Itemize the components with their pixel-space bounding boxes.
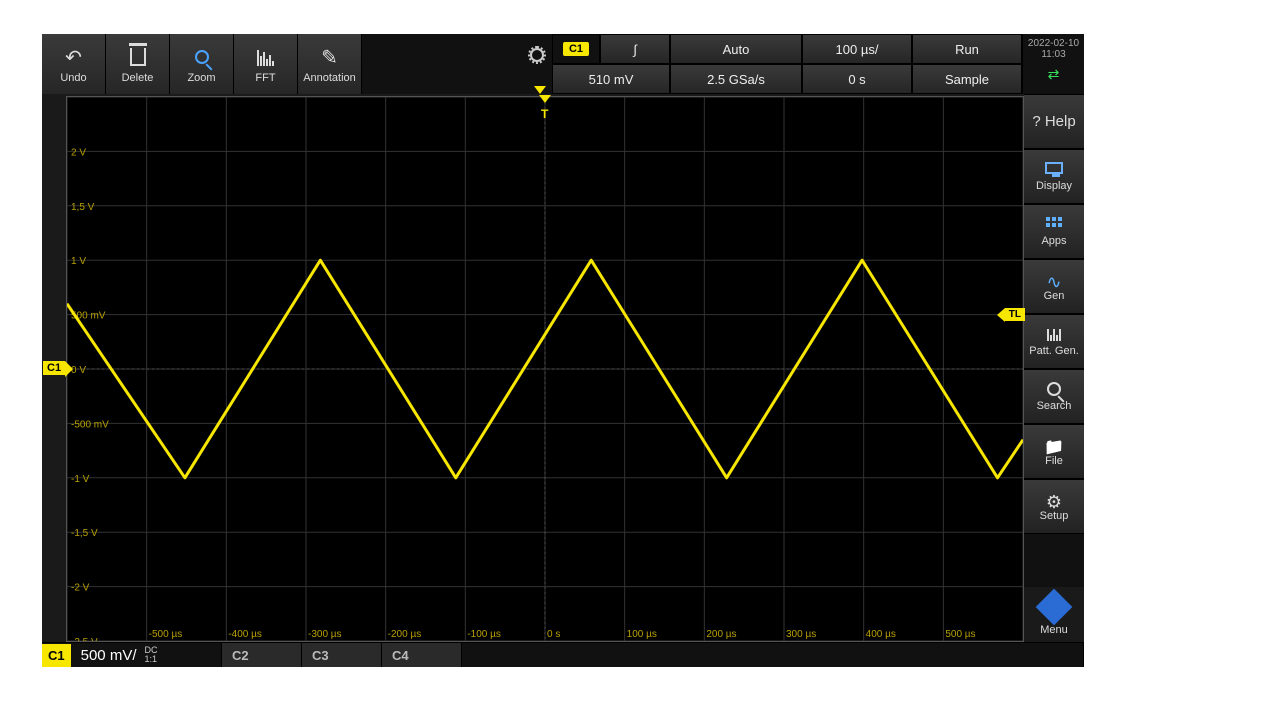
pattern-icon <box>1047 327 1061 345</box>
horizontal-position-readout[interactable]: 0 s <box>802 64 912 94</box>
acquisition-mode-readout[interactable]: Sample <box>912 64 1022 94</box>
setup-button[interactable]: Setup <box>1024 479 1084 534</box>
clock-time: 11:03 <box>1041 49 1065 60</box>
channel-bar: C1 500 mV/ DC1:1 C2 C3 C4 <box>42 642 1084 666</box>
magnifier-icon <box>195 44 209 70</box>
apps-button[interactable]: Apps <box>1024 204 1084 259</box>
top-toolbar: Undo Delete Zoom FFT Annotation C1 Au <box>42 34 1084 94</box>
trigger-edge-button[interactable] <box>600 34 670 64</box>
fft-icon <box>257 44 274 70</box>
svg-text:0 s: 0 s <box>547 629 560 640</box>
acquisition-readouts: C1 Auto 100 µs/ Run 510 mV 2.5 GSa/s 0 s… <box>552 34 1022 94</box>
channel3-tab[interactable]: C3 <box>302 643 382 667</box>
svg-text:400 µs: 400 µs <box>866 629 896 640</box>
delete-button[interactable]: Delete <box>106 34 170 94</box>
annotation-label: Annotation <box>303 72 356 84</box>
svg-text:-400 µs: -400 µs <box>228 629 262 640</box>
trash-icon <box>130 44 146 70</box>
sine-icon <box>1046 272 1061 290</box>
sample-rate-readout[interactable]: 2.5 GSa/s <box>670 64 802 94</box>
waveform-plot[interactable]: 2 V1,5 V1 V500 mV0 V-500 mV-1 V-1,5 V-2 … <box>66 96 1024 642</box>
monitor-icon <box>1045 162 1063 180</box>
trigger-level-readout[interactable]: 510 mV <box>552 64 670 94</box>
svg-text:0 V: 0 V <box>71 365 86 376</box>
svg-text:-2,5 V: -2,5 V <box>71 637 98 641</box>
fft-button[interactable]: FFT <box>234 34 298 94</box>
svg-text:-100 µs: -100 µs <box>467 629 501 640</box>
trigger-position-marker-top[interactable] <box>534 86 546 94</box>
svg-text:1 V: 1 V <box>71 256 86 267</box>
svg-text:500 µs: 500 µs <box>945 629 975 640</box>
annotation-button[interactable]: Annotation <box>298 34 362 94</box>
undo-icon <box>65 44 82 70</box>
trigger-mode-button[interactable]: Auto <box>670 34 802 64</box>
trigger-level-marker[interactable]: TL <box>1005 308 1025 321</box>
file-button[interactable]: File <box>1024 424 1084 479</box>
delete-label: Delete <box>122 72 154 84</box>
svg-text:-500 mV: -500 mV <box>71 419 109 430</box>
search-button[interactable]: Search <box>1024 369 1084 424</box>
folder-icon <box>1044 437 1064 455</box>
svg-text:-200 µs: -200 µs <box>388 629 422 640</box>
svg-text:1,5 V: 1,5 V <box>71 202 95 213</box>
svg-text:-500 µs: -500 µs <box>149 629 183 640</box>
run-state-button[interactable]: Run <box>912 34 1022 64</box>
help-button[interactable]: ? Help <box>1024 94 1084 149</box>
channel1-ground-marker[interactable]: C1 <box>43 361 65 375</box>
clock-date: 2022-02-10 <box>1028 38 1079 49</box>
oscilloscope-window: Undo Delete Zoom FFT Annotation C1 Au <box>42 34 1084 666</box>
timebase-button[interactable]: 100 µs/ <box>802 34 912 64</box>
undo-label: Undo <box>60 72 86 84</box>
menu-button[interactable]: Menu <box>1024 587 1084 642</box>
display-button[interactable]: Display <box>1024 149 1084 204</box>
undo-button[interactable]: Undo <box>42 34 106 94</box>
fft-label: FFT <box>255 72 275 84</box>
pencil-icon <box>321 44 338 70</box>
clock-panel: 2022-02-10 11:03 ⇄ <box>1022 34 1084 94</box>
svg-text:300 µs: 300 µs <box>786 629 816 640</box>
channel2-tab[interactable]: C2 <box>222 643 302 667</box>
zoom-label: Zoom <box>187 72 215 84</box>
menu-diamond-icon <box>1036 588 1073 625</box>
svg-text:-1,5 V: -1,5 V <box>71 528 98 539</box>
generator-button[interactable]: Gen <box>1024 259 1084 314</box>
sidebar-spacer <box>1024 534 1084 587</box>
trigger-time-marker-label: T <box>541 107 548 121</box>
search-icon <box>1047 382 1061 400</box>
channel-indicator[interactable]: C1 <box>552 34 600 64</box>
rising-edge-icon <box>633 42 637 57</box>
trigger-time-marker-icon[interactable] <box>539 95 551 103</box>
svg-text:200 µs: 200 µs <box>706 629 736 640</box>
channel1-tab[interactable]: C1 500 mV/ DC1:1 <box>42 643 222 667</box>
network-status-icon: ⇄ <box>1048 66 1060 83</box>
pattern-generator-button[interactable]: Patt. Gen. <box>1024 314 1084 369</box>
svg-text:-300 µs: -300 µs <box>308 629 342 640</box>
svg-text:2 V: 2 V <box>71 147 86 158</box>
svg-text:100 µs: 100 µs <box>627 629 657 640</box>
apps-grid-icon <box>1046 217 1062 235</box>
gear-icon[interactable] <box>530 48 544 62</box>
main-area: 2 V1,5 V1 V500 mV0 V-500 mV-1 V-1,5 V-2 … <box>42 94 1084 642</box>
right-sidebar: ? Help Display Apps Gen Patt. Gen. Searc… <box>1024 94 1084 642</box>
channel4-tab[interactable]: C4 <box>382 643 462 667</box>
svg-text:-2 V: -2 V <box>71 583 90 594</box>
gear-icon <box>1046 492 1062 510</box>
zoom-button[interactable]: Zoom <box>170 34 234 94</box>
svg-text:-1 V: -1 V <box>71 474 90 485</box>
channel-bar-filler <box>462 643 1084 667</box>
toolbar-gap <box>362 34 552 94</box>
